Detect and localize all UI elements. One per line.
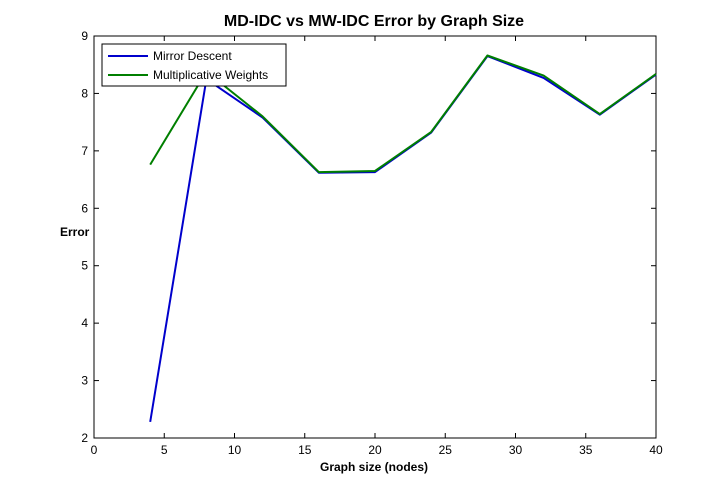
x-tick-label: 30 [509, 443, 523, 457]
y-tick-label: 7 [81, 144, 88, 158]
x-tick-label: 20 [368, 443, 382, 457]
legend-box [101, 43, 287, 87]
y-tick-label: 8 [81, 86, 88, 100]
x-tick-label: 10 [228, 443, 242, 457]
x-tick-label: 15 [298, 443, 312, 457]
y-axis-label: Error [60, 225, 90, 239]
y-tick-label: 6 [81, 201, 88, 215]
y-tick-label: 3 [81, 374, 88, 388]
chart-title: MD-IDC vs MW-IDC Error by Graph Size [224, 13, 524, 30]
x-tick-label: 0 [91, 443, 98, 457]
legend: Mirror Descent Multiplicative Weights [101, 43, 287, 87]
x-tick-label: 40 [649, 443, 663, 457]
y-tick-label: 5 [81, 259, 88, 273]
x-tick-label: 35 [579, 443, 593, 457]
y-tick-label: 9 [81, 29, 88, 43]
x-tick-label: 5 [161, 443, 168, 457]
legend-label-mirror-descent: Mirror Descent [153, 49, 232, 63]
series-group [149, 54, 657, 423]
legend-label-multiplicative-weights: Multiplicative Weights [153, 68, 268, 82]
x-tick-label: 25 [439, 443, 453, 457]
series-line-multiplicative-weights [149, 54, 657, 174]
y-axis: 2 3 4 5 6 7 8 9 [81, 29, 656, 445]
x-axis-label: Graph size (nodes) [320, 460, 428, 474]
y-tick-label: 2 [81, 431, 88, 445]
y-tick-label: 4 [81, 316, 88, 330]
x-axis: 0 5 10 15 20 25 30 35 40 [91, 36, 663, 457]
